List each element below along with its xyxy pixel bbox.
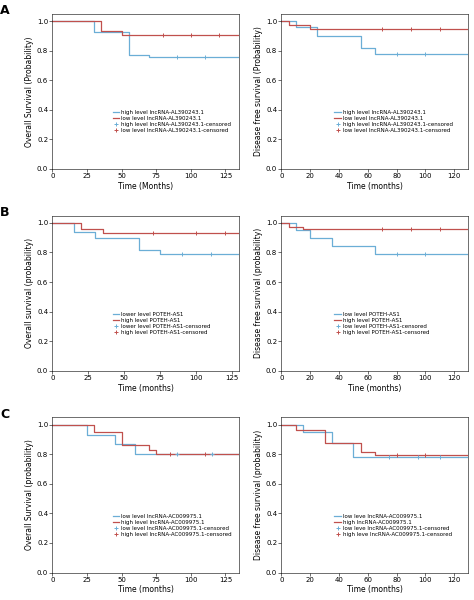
Text: A: A [0, 4, 9, 17]
Legend: high level lncRNA-AL390243.1, low level lncRNA-AL390243.1, high level lncRNA-AL3: high level lncRNA-AL390243.1, low level … [112, 110, 232, 133]
Legend: low level POTEH-AS1, high level POTEH-AS1, low level POTEH-AS1-censored, high le: low level POTEH-AS1, high level POTEH-AS… [334, 312, 430, 335]
Legend: lower level POTEH-AS1, high level POTEH-AS1, lower level POTEH-AS1-censored, hig: lower level POTEH-AS1, high level POTEH-… [112, 312, 211, 335]
X-axis label: Time (months): Time (months) [118, 586, 174, 595]
Legend: low leve lncRNA-AC009975.1, high lncRNA-AC009975.1, low leve lncRNA-AC009975.1-c: low leve lncRNA-AC009975.1, high lncRNA-… [334, 514, 452, 537]
X-axis label: Time (months): Time (months) [118, 383, 174, 392]
Text: B: B [0, 206, 9, 219]
X-axis label: Time (months): Time (months) [347, 586, 403, 595]
Y-axis label: Overall Survival (probability): Overall Survival (probability) [25, 440, 34, 550]
Y-axis label: Disease free survival (probability): Disease free survival (probability) [254, 430, 263, 560]
Y-axis label: Disease free survival (probability): Disease free survival (probability) [254, 228, 263, 358]
Legend: low level lncRNA-AC009975.1, high level lncRNA-AC009975.1, low level lncRNA-AC00: low level lncRNA-AC009975.1, high level … [112, 514, 232, 537]
Legend: high level lncRNA-AL390243.1, low level lncRNA-AL390243.1, high level lncRNA-AL3: high level lncRNA-AL390243.1, low level … [334, 110, 453, 133]
Text: C: C [0, 408, 9, 421]
X-axis label: Time (months): Time (months) [347, 182, 403, 191]
Y-axis label: Overall survival (probability): Overall survival (probability) [25, 238, 34, 348]
Y-axis label: Disease free survival (Probability): Disease free survival (Probability) [254, 26, 263, 156]
Y-axis label: Overall Survival (Probability): Overall Survival (Probability) [25, 36, 34, 146]
X-axis label: Time (Months): Time (Months) [118, 182, 173, 191]
X-axis label: Tine (months): Tine (months) [348, 383, 401, 392]
